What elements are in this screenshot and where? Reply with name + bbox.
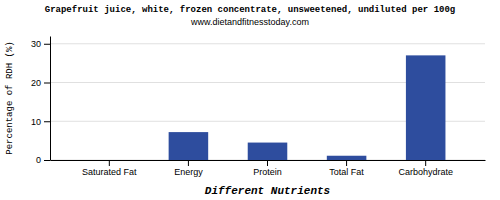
y-tick: 30 bbox=[31, 39, 50, 49]
x-tick: Total Fat bbox=[329, 160, 364, 177]
x-tick-mark bbox=[109, 160, 110, 166]
chart-svg: Grapefruit juice, white, frozen concentr… bbox=[0, 0, 500, 200]
x-tick-label: Carbohydrate bbox=[398, 167, 453, 177]
y-tick: 0 bbox=[36, 155, 50, 165]
grid-line bbox=[50, 43, 485, 44]
x-axis-title: Different Nutrients bbox=[205, 185, 331, 197]
y-tick-mark bbox=[44, 44, 50, 45]
bar bbox=[248, 143, 288, 160]
chart-container: Grapefruit juice, white, frozen concentr… bbox=[0, 0, 500, 200]
y-tick-label: 20 bbox=[31, 78, 41, 88]
bar bbox=[406, 55, 446, 160]
y-axis-line bbox=[50, 37, 51, 161]
y-tick-label: 10 bbox=[31, 117, 41, 127]
x-tick-label: Protein bbox=[253, 167, 282, 177]
bar bbox=[169, 132, 209, 160]
y-tick: 10 bbox=[31, 117, 50, 127]
x-tick-mark bbox=[267, 160, 268, 166]
bars bbox=[169, 55, 446, 160]
y-axis-title: Percentage of RDH (%) bbox=[5, 41, 15, 154]
x-axis: Saturated Fat Energy Protein Total Fat Carbo… bbox=[51, 160, 486, 177]
y-tick-mark bbox=[44, 83, 50, 84]
x-tick: Carbohydrate bbox=[398, 160, 453, 177]
y-axis: 0 10 20 30 bbox=[31, 37, 51, 166]
y-tick-mark bbox=[44, 121, 50, 122]
y-tick-label: 0 bbox=[36, 155, 41, 165]
title: Grapefruit juice, white, frozen concentr… bbox=[45, 5, 455, 15]
bar bbox=[327, 156, 367, 160]
x-tick-label: Energy bbox=[174, 167, 203, 177]
y-tick: 20 bbox=[31, 78, 50, 88]
x-tick: Saturated Fat bbox=[82, 160, 137, 177]
x-tick-mark bbox=[346, 160, 347, 166]
x-tick-label: Total Fat bbox=[329, 167, 364, 177]
y-tick-mark bbox=[44, 160, 50, 161]
bar bbox=[90, 160, 130, 161]
x-tick-mark bbox=[425, 160, 426, 166]
x-tick: Protein bbox=[253, 160, 282, 177]
y-tick-label: 30 bbox=[31, 39, 41, 49]
plot: 0 10 20 30 Saturated Fat Energy Protein Total F… bbox=[31, 37, 486, 178]
x-tick-label: Saturated Fat bbox=[82, 167, 137, 177]
x-tick-mark bbox=[188, 160, 189, 166]
grid bbox=[50, 44, 485, 160]
subtitle: www.dietandfitnesstoday.com bbox=[190, 17, 309, 27]
x-tick: Energy bbox=[174, 160, 203, 177]
